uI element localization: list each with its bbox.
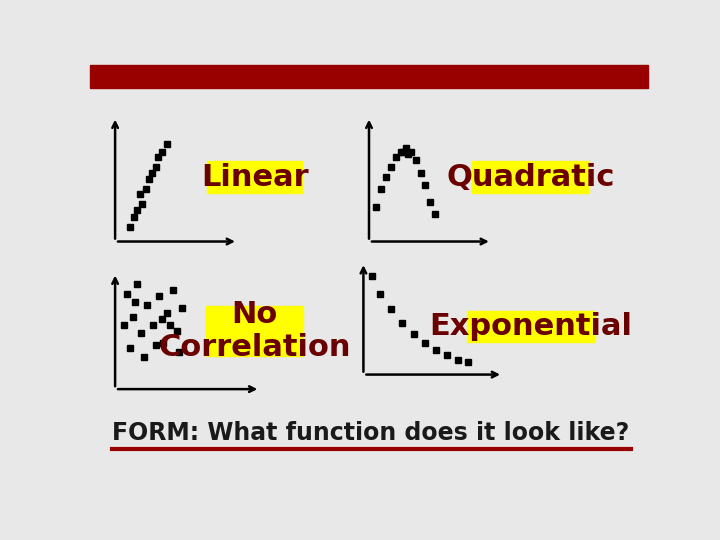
FancyBboxPatch shape <box>207 161 302 193</box>
Text: No
Correlation: No Correlation <box>158 300 351 362</box>
Text: Exponential: Exponential <box>429 312 632 341</box>
Text: FORM: What function does it look like?: FORM: What function does it look like? <box>112 421 629 445</box>
Bar <box>90 65 648 87</box>
FancyBboxPatch shape <box>467 311 595 342</box>
FancyBboxPatch shape <box>472 161 590 193</box>
Text: Quadratic: Quadratic <box>446 163 615 192</box>
Text: Linear: Linear <box>201 163 308 192</box>
FancyBboxPatch shape <box>206 306 303 356</box>
